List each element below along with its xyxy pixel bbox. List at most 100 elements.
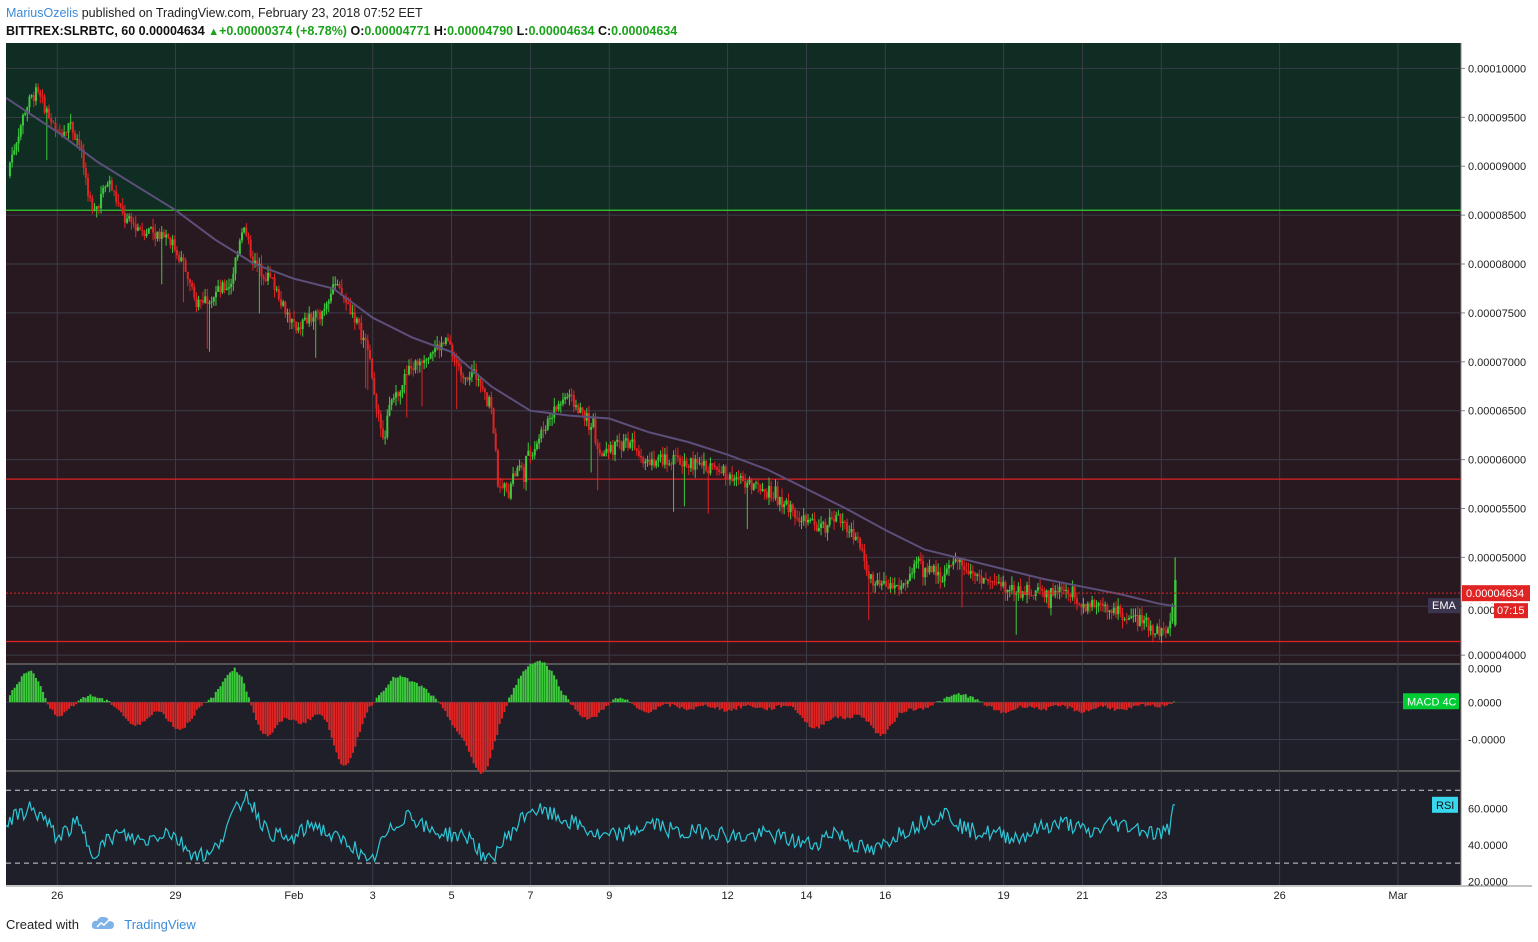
macd-bar [545, 665, 548, 703]
macd-bar [661, 702, 664, 705]
candle-body [724, 466, 727, 479]
candle-body [303, 317, 306, 320]
candle-body [286, 312, 289, 315]
macd-bar [482, 702, 485, 773]
macd-bar [335, 702, 338, 753]
candle-body [1125, 619, 1128, 621]
macd-bar [444, 702, 447, 711]
candle-body [460, 366, 463, 376]
candle-body [1082, 604, 1085, 608]
candle-body [709, 463, 712, 474]
macd-bar [101, 698, 104, 703]
candle-body [149, 227, 152, 229]
candle-body [284, 301, 287, 315]
macd-bar [309, 702, 312, 721]
candle-body [774, 486, 777, 499]
candle-body [1028, 584, 1031, 596]
candle-body [1023, 591, 1026, 595]
x-tick-label: 5 [449, 890, 455, 902]
candle-body [1138, 615, 1141, 626]
macd-bar [276, 702, 279, 726]
macd-bar [531, 664, 534, 703]
macd-bar [330, 702, 333, 738]
author-link[interactable]: MariusOzelis [6, 6, 79, 20]
macd-bar [834, 702, 837, 717]
macd-bar [224, 678, 227, 703]
candle-body [538, 438, 541, 444]
candle-body [488, 397, 491, 407]
candle-body [282, 301, 285, 306]
macd-bar [1090, 702, 1093, 710]
macd-bar [718, 702, 721, 711]
chart-area[interactable]: 26 29 Feb 3 5 7 9 12 14 16 19 21 23 26 Mar 0.00010000 0.… [5, 43, 1532, 907]
candle-body [718, 469, 721, 472]
candle-body [1112, 607, 1115, 614]
macd-bar [609, 702, 612, 704]
candle-body [572, 394, 575, 407]
candle-body [1130, 616, 1133, 618]
macd-bar [744, 702, 747, 707]
candle-body [180, 257, 183, 262]
tradingview-link[interactable]: TradingView [124, 917, 196, 932]
macd-bar [278, 702, 281, 723]
macd-bar [139, 702, 142, 725]
macd-bar [1064, 702, 1067, 706]
macd-bar [489, 702, 492, 759]
chart-svg[interactable]: 26 29 Feb 3 5 7 9 12 14 16 19 21 23 26 Mar 0.00010000 0.… [5, 43, 1532, 907]
macd-bar [702, 702, 705, 706]
candle-body [568, 394, 571, 397]
candle-body [1121, 612, 1124, 620]
macd-bar [1016, 702, 1019, 708]
macd-bar [543, 662, 546, 703]
candle-body [1149, 625, 1152, 631]
candle-body [681, 464, 684, 467]
rsi-pane [6, 772, 1461, 885]
macd-bar [1054, 702, 1057, 706]
x-tick-label: 12 [721, 890, 733, 902]
candle-body [930, 565, 933, 573]
candle-body [63, 132, 66, 138]
x-tick-label: 16 [879, 890, 891, 902]
macd-bar [616, 698, 619, 703]
y-tick-label: 0.00008000 [1468, 259, 1526, 271]
candle-body [249, 239, 252, 257]
candle-body [895, 585, 898, 587]
macd-bar [706, 702, 709, 707]
macd-bar [517, 678, 520, 703]
candle-body [880, 583, 883, 586]
macd-bar [1004, 702, 1007, 714]
candle-body [30, 95, 33, 97]
macd-bar [709, 702, 712, 708]
candle-body [787, 500, 790, 513]
macd-bar [822, 702, 825, 725]
macd-bar [673, 702, 676, 706]
y-tick-label: 0.00006000 [1468, 455, 1526, 467]
x-tick-label: Feb [284, 890, 303, 902]
macd-bar [855, 702, 858, 715]
macd-bar [191, 702, 194, 719]
candle-body [924, 567, 927, 578]
macd-bar [1019, 702, 1022, 706]
macd-pane [6, 665, 1461, 770]
macd-bar [247, 697, 250, 703]
macd-bar [941, 701, 944, 703]
macd-bar [210, 697, 213, 703]
candle-body [1110, 610, 1113, 614]
candle-body [17, 136, 20, 144]
macd-bar [780, 702, 783, 708]
candle-body [980, 576, 983, 584]
candle-body [802, 515, 805, 522]
macd-bar [657, 702, 660, 707]
candle-body [761, 489, 764, 491]
macd-bar [25, 672, 28, 703]
candle-body [121, 206, 124, 214]
macd-bar [891, 702, 894, 724]
candle-body [1160, 628, 1163, 637]
macd-bar [1130, 702, 1133, 709]
macd-bar [846, 702, 849, 718]
macd-bar [1118, 702, 1121, 710]
candle-body [306, 317, 309, 324]
macd-bar [136, 702, 139, 725]
candle-body [1119, 605, 1122, 613]
macd-bar [810, 702, 813, 728]
